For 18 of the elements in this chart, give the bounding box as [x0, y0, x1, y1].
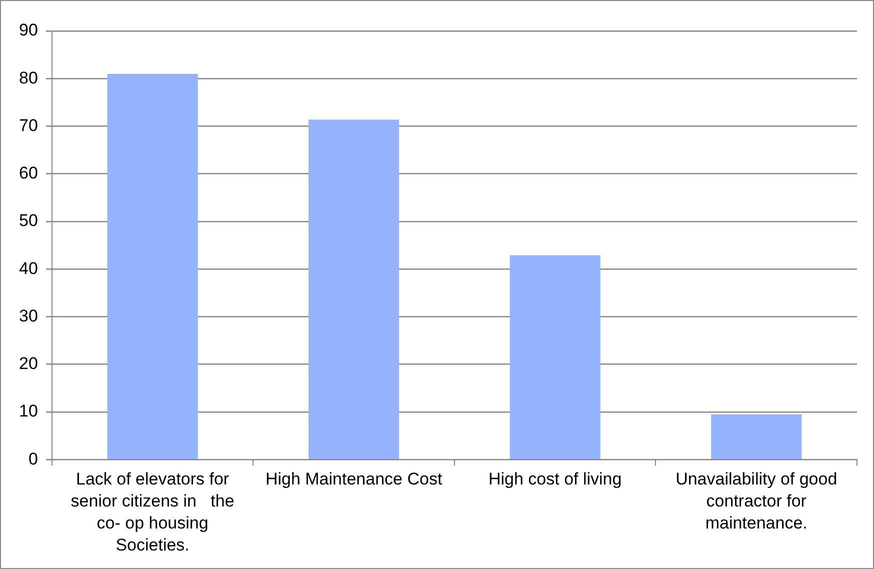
bar [510, 255, 600, 459]
x-tick-label: High Maintenance Cost [265, 469, 442, 488]
y-tick-label: 90 [18, 20, 38, 40]
y-tick-label: 60 [18, 164, 38, 183]
y-tick-label: 80 [18, 68, 38, 88]
y-tick-label: 30 [18, 306, 38, 326]
y-tick-label: 40 [18, 258, 38, 278]
bar [308, 120, 400, 459]
bar [107, 74, 198, 459]
x-tick-label: Unavailability of good contractor for maintenance. [676, 469, 838, 533]
x-tick-label: Lack of elevators for senior citizens in the co- op housing Societies. [70, 469, 234, 555]
y-tick-label: 0 [28, 449, 38, 468]
x-tick-label: High cost of living [488, 469, 622, 488]
y-tick-label: 20 [18, 354, 38, 374]
y-tick-label: 10 [18, 402, 38, 421]
y-tick-label: 50 [18, 211, 38, 230]
y-tick-label: 70 [18, 116, 38, 135]
bar [711, 414, 802, 459]
